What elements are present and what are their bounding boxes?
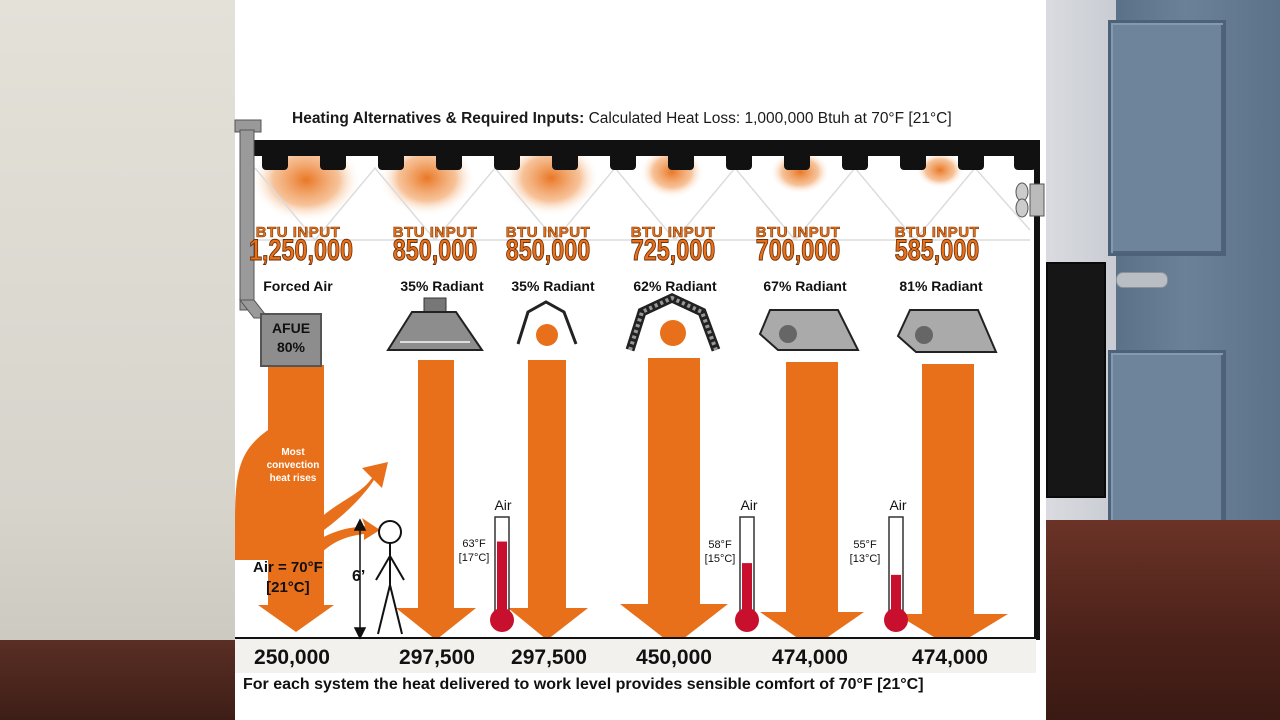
background-monitor: [1046, 262, 1106, 498]
btu-input-header-4: BTU INPUT: [630, 224, 716, 242]
thermometer-3-c: [13°C]: [849, 553, 881, 565]
air-temperature-f: Air = 70°F: [253, 559, 323, 576]
heater-unit-3: [516, 300, 578, 346]
background-desk-right: [1046, 520, 1280, 720]
arrow-unit-5: [760, 362, 864, 648]
system-type-5: 67% Radiant: [763, 278, 847, 294]
thermometer-3-air-label: Air: [889, 497, 907, 513]
thermometer-2-air-label: Air: [740, 497, 758, 513]
btu-input-value-4: 725,000: [630, 234, 716, 268]
arrow-unit-6: [896, 364, 1008, 648]
heater-units: [386, 293, 998, 353]
delivered-value-3: 297,500: [511, 646, 587, 669]
background-wall-left: [0, 0, 235, 720]
delivered-value-4: 450,000: [636, 646, 712, 669]
arrow-unit-3: [508, 360, 588, 640]
thermometer-1-c: [17°C]: [458, 552, 490, 564]
heater-unit-4: [625, 293, 721, 352]
btu-input-header-6: BTU INPUT: [894, 224, 980, 242]
diagram-title: Heating Alternatives & Required Inputs: …: [292, 110, 952, 128]
system-type-4: 62% Radiant: [633, 278, 717, 294]
afue-label: AFUE: [271, 320, 311, 336]
heat-glow: [916, 152, 964, 188]
thermometer-2-temp: 58°F [15°C]: [705, 538, 736, 566]
door-handle: [1116, 272, 1168, 288]
forced-air-flow: [235, 365, 388, 632]
title-rest: Calculated Heat Loss: 1,000,000 Btuh at …: [588, 110, 952, 127]
slide: [235, 0, 1046, 720]
btu-input-header-5: BTU INPUT: [755, 224, 841, 242]
arrow-unit-4: [620, 358, 728, 646]
height-label: 6’: [352, 568, 366, 585]
system-type-3: 35% Radiant: [511, 278, 595, 294]
btu-input-header-1: BTU INPUT: [255, 224, 341, 242]
roof: [250, 140, 1040, 640]
afue-value: 80%: [276, 339, 306, 355]
person-icon: [375, 520, 405, 635]
heater-unit-6: [896, 309, 998, 353]
btu-input-value-5: 700,000: [755, 234, 841, 268]
btu-input-value-3: 850,000: [505, 234, 591, 268]
thermometer-2-c: [15°C]: [704, 553, 736, 565]
thermometer-1: [490, 516, 514, 632]
btu-input-header-2: BTU INPUT: [392, 224, 478, 242]
thermometer-2: [735, 516, 759, 632]
btu-input-value-1: 1,250,000: [248, 234, 354, 268]
thermometer-1-air-label: Air: [494, 497, 512, 513]
thermometer-3-temp: 55°F [13°C]: [850, 538, 881, 566]
thermometer-2-f: 58°F: [708, 539, 732, 551]
system-type-6: 81% Radiant: [899, 278, 983, 294]
thermometer-3: [884, 516, 908, 632]
btu-input-header-3: BTU INPUT: [505, 224, 591, 242]
thermometer-3-f: 55°F: [853, 539, 877, 551]
door-panel-upper: [1108, 20, 1226, 256]
btu-input-value-6: 585,000: [894, 234, 980, 268]
roof-trusses: [254, 166, 1031, 242]
flue-pipe: [234, 119, 270, 319]
convection-note: Most convection heat rises: [266, 447, 320, 484]
thermometer-1-f: 63°F: [462, 538, 486, 550]
delivered-value-2: 297,500: [399, 646, 475, 669]
air-temperature-c: [21°C]: [266, 579, 310, 596]
radiant-arrows: [396, 358, 1008, 648]
arrow-unit-2: [396, 360, 476, 640]
afue-box: AFUE 80%: [260, 313, 322, 367]
footer-note: For each system the heat delivered to wo…: [243, 676, 924, 693]
delivered-value-5: 474,000: [772, 646, 848, 669]
system-type-2: 35% Radiant: [400, 278, 484, 294]
thermometer-1-temp: 63°F [17°C]: [459, 537, 490, 565]
delivered-value-1: 250,000: [254, 646, 330, 669]
height-marker: [353, 518, 367, 640]
exhaust-fan-icon: [1015, 182, 1045, 218]
air-temperature-label: Air = 70°F [21°C]: [253, 558, 323, 598]
floor: [235, 637, 1036, 673]
delivered-value-6: 474,000: [912, 646, 988, 669]
btu-input-value-2: 850,000: [392, 234, 478, 268]
heater-unit-2: [386, 297, 484, 351]
background-desk-left: [0, 640, 235, 720]
heater-unit-5: [758, 309, 860, 351]
system-type-1: Forced Air: [263, 278, 333, 294]
title-bold: Heating Alternatives & Required Inputs:: [292, 110, 585, 127]
